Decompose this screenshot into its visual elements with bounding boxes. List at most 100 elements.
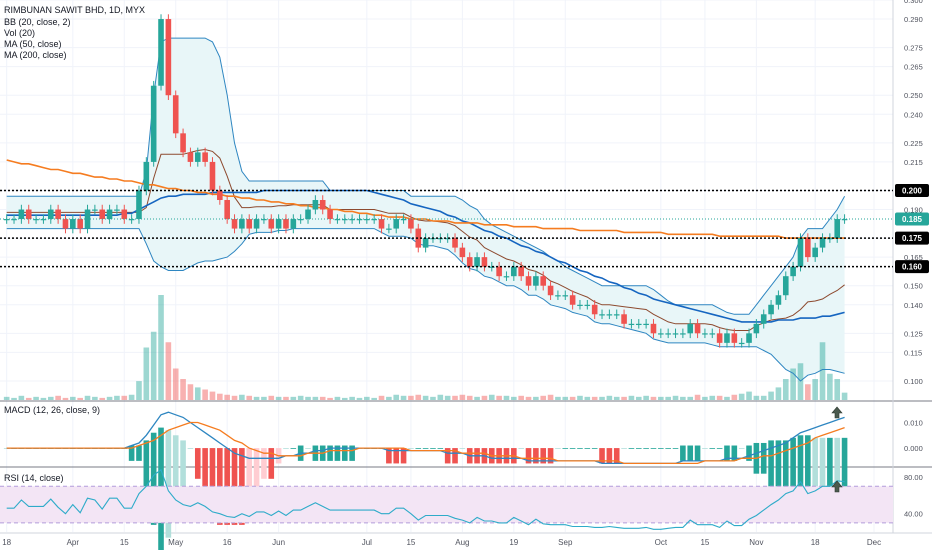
candle-body [753,323,760,334]
macd-histogram-bar [606,448,613,464]
macd-histogram-bar [738,448,745,449]
time-axis[interactable]: 18 Apr 15 May 16 Jun Jul 15 Aug 19 Sep Oct 15 Nov 18 De… [2,538,881,547]
volume-bar [488,394,495,400]
volume-bar [209,391,216,400]
candle-body [797,238,804,267]
macd-histogram-bar [672,448,679,449]
macd-histogram-bar [430,448,436,449]
macd-histogram-bar [253,448,260,495]
volume-bar [121,395,128,400]
volume-bar [268,395,275,400]
price-axis[interactable]: 0.300 0.290 0.275 0.265 0.250 0.240 0.225 0.215… [904,0,923,519]
level-tag-label: 0.175 [902,234,923,243]
volume-bar [70,396,76,400]
price-tick-label: 0.240 [904,110,923,119]
candle-body [628,323,635,326]
volume-bar [290,396,297,400]
candle-body [217,190,223,200]
rsi-tick-label: 80.00 [904,473,923,482]
legend-rsi: RSI (14, close) [4,473,64,483]
price-tick-label: 0.115 [904,348,922,357]
level-tag [895,231,929,245]
candle-body [136,190,142,220]
volume-bar [400,395,407,400]
volume-bar [533,396,539,400]
volume-bar [496,395,502,400]
candle-body [143,161,150,191]
volume-bar [503,395,510,400]
bollinger-band-fill [6,38,845,381]
macd-histogram-bar [136,445,142,461]
macd-histogram-bar [305,448,311,449]
candle-body [99,209,106,220]
candle-body [128,219,135,221]
volume-bar [724,396,730,400]
macd-histogram-bar [812,437,818,500]
volume-bar [768,391,774,400]
candle-body [525,276,532,286]
volume-bar [650,396,657,400]
candle-body [459,247,466,258]
candle-body [400,219,407,221]
candle-body [577,304,583,306]
candle-body [364,219,370,221]
candle-body [261,219,267,221]
rsi-tick-label: 40.00 [904,510,923,519]
volume-bar [92,396,98,400]
volume-bar [606,395,613,400]
macd-histogram-bar [209,448,216,510]
candle-body [650,323,657,334]
macd-histogram-bar [702,448,708,449]
volume-bar [430,396,436,400]
candle-body [481,257,488,267]
candle-body [591,304,598,315]
level-tag [895,260,929,274]
candle-body [341,219,348,221]
time-tick-label: 19 [509,538,518,547]
macd-histogram-bar [261,448,267,479]
price-tick-label: 0.125 [904,329,923,338]
macd-histogram-bar [150,432,157,525]
macd-signal-line [6,421,845,465]
candle-body [305,209,311,220]
candle-body [635,323,642,326]
candle-body [643,323,649,326]
candle-body [782,276,789,296]
volume-bar [746,391,752,400]
candle-body [812,247,818,258]
volume-bar [47,396,54,400]
candle-body [319,200,326,210]
candle-body [180,133,186,153]
rsi-line [6,468,845,530]
candle-body [187,152,194,162]
macd-histogram-bar [746,445,752,461]
volume-bar [3,396,10,400]
candle-body [518,266,524,277]
candle-body [92,209,98,211]
macd-histogram-bar [452,448,458,464]
volume-bar [569,396,576,400]
volume-bar [158,295,164,400]
candle-body [209,161,216,191]
macd-histogram-bar [393,448,400,464]
candle-body [194,152,201,162]
volume-bar [408,395,414,400]
price-tick-label: 0.250 [904,91,923,100]
macd-histogram-bar [599,448,605,464]
horizontal-level-lines[interactable]: 0.200 0.175 0.160 0.185 [0,183,929,274]
rsi-up-arrow-icon [831,480,843,493]
candle-body [77,219,83,229]
candle-body [268,219,275,229]
volume-bar [827,373,833,400]
candle-body [569,295,576,305]
candle-body [11,219,17,221]
candle-body [760,314,767,324]
volume-bar [334,396,341,400]
macd-histogram-bar [334,445,341,461]
macd-up-arrow-icon [831,406,843,419]
macd-histogram-bar [841,437,848,500]
candle-body [165,19,172,96]
candle-body [312,200,319,210]
